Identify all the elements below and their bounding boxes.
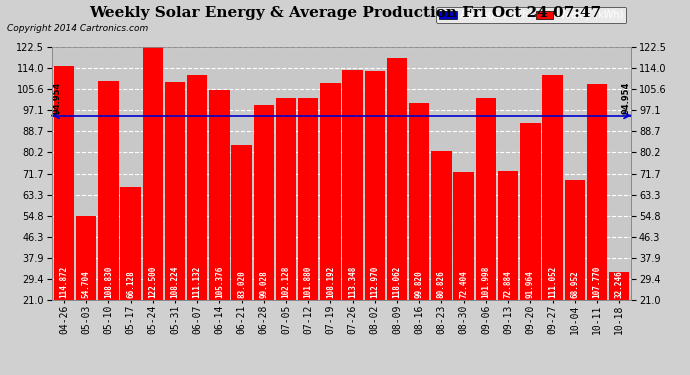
Text: 83.020: 83.020 bbox=[237, 270, 246, 298]
Bar bbox=[475, 98, 496, 300]
Bar bbox=[143, 47, 163, 300]
Text: Weekly Solar Energy & Average Production Fri Oct 24 07:47: Weekly Solar Energy & Average Production… bbox=[89, 6, 601, 20]
Text: 113.348: 113.348 bbox=[348, 266, 357, 298]
Text: 114.872: 114.872 bbox=[59, 266, 68, 298]
Text: 111.052: 111.052 bbox=[548, 266, 557, 298]
Bar bbox=[276, 98, 296, 300]
Bar bbox=[320, 82, 341, 300]
Bar bbox=[409, 104, 429, 300]
Bar bbox=[342, 70, 363, 300]
Text: 107.770: 107.770 bbox=[593, 266, 602, 298]
Bar bbox=[298, 98, 319, 300]
Bar bbox=[98, 81, 119, 300]
Bar bbox=[609, 272, 629, 300]
Text: 72.404: 72.404 bbox=[459, 270, 469, 298]
Text: 99.820: 99.820 bbox=[415, 270, 424, 298]
Bar bbox=[231, 146, 252, 300]
Text: 101.998: 101.998 bbox=[482, 266, 491, 298]
Text: 108.192: 108.192 bbox=[326, 266, 335, 298]
Text: 102.128: 102.128 bbox=[282, 266, 290, 298]
Bar bbox=[187, 75, 208, 300]
Text: 66.128: 66.128 bbox=[126, 270, 135, 298]
Text: 108.224: 108.224 bbox=[170, 266, 179, 298]
Bar bbox=[542, 75, 563, 300]
Bar bbox=[387, 58, 407, 300]
Text: 101.880: 101.880 bbox=[304, 266, 313, 298]
Text: 99.028: 99.028 bbox=[259, 270, 268, 298]
Text: 94.954: 94.954 bbox=[622, 82, 631, 114]
Text: 68.952: 68.952 bbox=[570, 270, 579, 298]
Text: 118.062: 118.062 bbox=[393, 266, 402, 298]
Text: Copyright 2014 Cartronics.com: Copyright 2014 Cartronics.com bbox=[7, 24, 148, 33]
Bar bbox=[254, 105, 274, 300]
Text: 54.704: 54.704 bbox=[81, 270, 90, 298]
Bar bbox=[54, 66, 75, 300]
Text: 111.132: 111.132 bbox=[193, 266, 201, 298]
Text: 32.246: 32.246 bbox=[615, 270, 624, 298]
Bar bbox=[520, 123, 540, 300]
Bar bbox=[209, 90, 230, 300]
Bar bbox=[498, 171, 518, 300]
Bar bbox=[364, 70, 385, 300]
Text: 108.830: 108.830 bbox=[104, 266, 113, 298]
Text: 112.970: 112.970 bbox=[371, 266, 380, 298]
Bar bbox=[431, 151, 452, 300]
Text: 122.500: 122.500 bbox=[148, 266, 157, 298]
Bar bbox=[586, 84, 607, 300]
Text: 94.954: 94.954 bbox=[52, 82, 61, 114]
Bar bbox=[120, 188, 141, 300]
Bar bbox=[453, 172, 474, 300]
Text: 105.376: 105.376 bbox=[215, 266, 224, 298]
Text: 91.964: 91.964 bbox=[526, 270, 535, 298]
Bar bbox=[564, 180, 585, 300]
Legend: Average (kWh), Weekly (kWh): Average (kWh), Weekly (kWh) bbox=[437, 8, 627, 23]
Text: 80.826: 80.826 bbox=[437, 270, 446, 298]
Text: 72.884: 72.884 bbox=[504, 270, 513, 298]
Bar bbox=[76, 216, 97, 300]
Bar bbox=[165, 82, 185, 300]
